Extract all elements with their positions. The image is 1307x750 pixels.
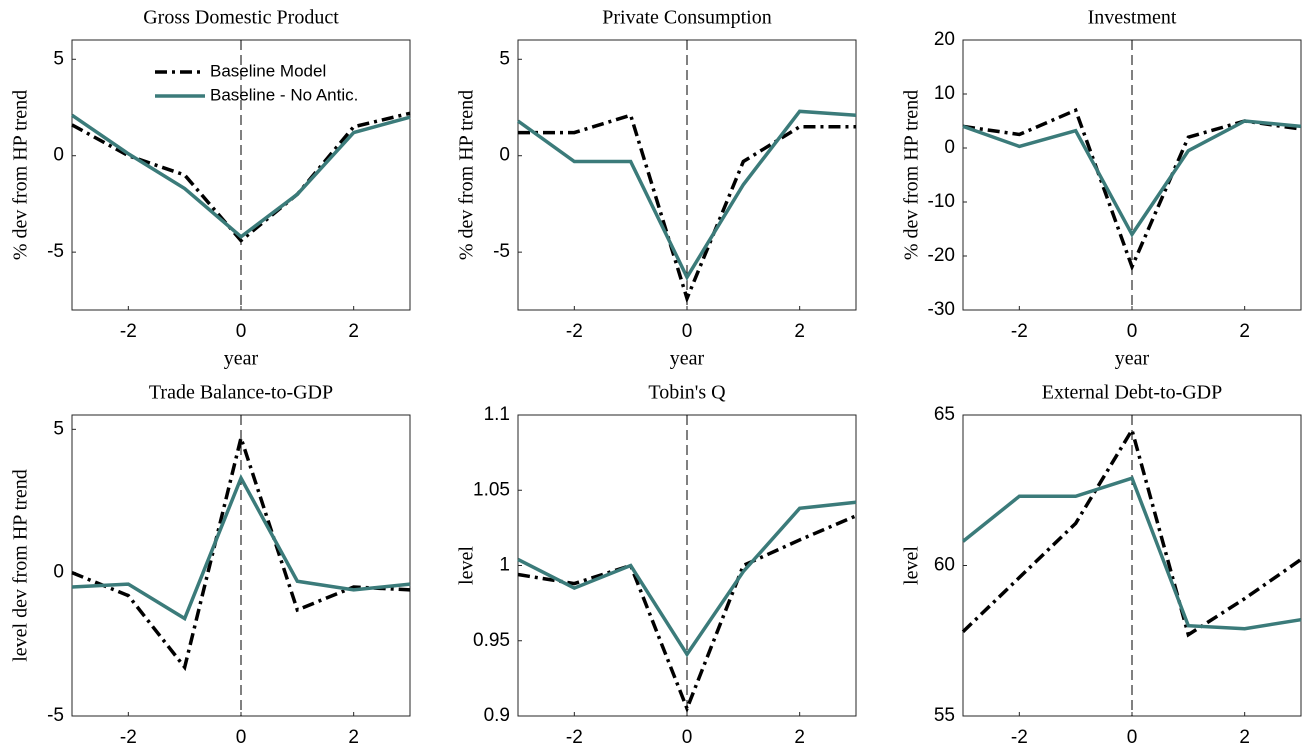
panel-title: Trade Balance-to-GDP	[149, 382, 333, 404]
y-axis-label: % dev from HP trend	[456, 90, 478, 260]
y-tick-label: -20	[928, 245, 955, 266]
y-tick-label: 20	[934, 29, 955, 50]
y-tick-label: -30	[928, 299, 955, 320]
x-tick-label: -2	[1011, 727, 1028, 748]
x-tick-label: 0	[236, 727, 247, 748]
x-tick-label: -2	[120, 321, 137, 342]
panel-title: Private Consumption	[602, 7, 771, 29]
x-tick-label: 2	[794, 727, 805, 748]
y-tick-label: 55	[934, 705, 955, 726]
y-tick-label: 1	[499, 555, 510, 576]
x-tick-label: 0	[1127, 321, 1138, 342]
line-series	[71, 473, 411, 622]
x-tick-label: 0	[1127, 727, 1138, 748]
panel-title: Tobin's Q	[648, 382, 726, 404]
x-tick-label: 2	[1239, 321, 1250, 342]
y-tick-label: 5	[53, 418, 64, 439]
line-series	[518, 113, 856, 304]
x-tick-label: -2	[1011, 321, 1028, 342]
x-tick-label: 2	[348, 727, 359, 748]
line-series	[71, 113, 411, 239]
x-axis-label: year	[224, 348, 259, 370]
panel-title: Investment	[1088, 7, 1177, 29]
x-axis-label: year	[670, 348, 705, 370]
y-tick-label: -5	[47, 241, 64, 262]
x-tick-label: -2	[566, 321, 583, 342]
line-series	[517, 514, 857, 714]
y-axis-label: level	[456, 546, 478, 585]
y-tick-label: 1.1	[484, 404, 510, 425]
legend-label: Baseline - No Antic.	[210, 85, 358, 104]
y-axis-label: % dev from HP trend	[10, 90, 32, 260]
y-tick-label: 10	[934, 83, 955, 104]
y-tick-label: -5	[47, 705, 64, 726]
y-tick-label: 0.9	[484, 705, 510, 726]
y-tick-label: 65	[934, 404, 955, 425]
line-series	[961, 425, 1302, 638]
x-tick-label: 2	[794, 321, 805, 342]
line-series	[516, 109, 857, 281]
line-series	[962, 119, 1302, 238]
x-tick-label: 0	[682, 727, 693, 748]
y-tick-label: 0	[944, 137, 955, 158]
y-tick-label: 60	[934, 555, 955, 576]
y-tick-label: 5	[499, 48, 510, 69]
y-axis-label: level	[901, 546, 923, 585]
x-tick-label: 2	[1239, 727, 1250, 748]
y-tick-label: 1.05	[473, 479, 510, 500]
x-tick-label: -2	[120, 727, 137, 748]
x-axis-label: year	[1115, 348, 1150, 370]
y-tick-label: 0	[53, 562, 64, 583]
legend-label: Baseline Model	[210, 61, 326, 80]
y-axis-label: level dev from HP trend	[10, 469, 32, 662]
line-series	[71, 431, 411, 672]
x-tick-label: 2	[348, 321, 359, 342]
y-tick-label: 0	[53, 145, 64, 166]
y-tick-label: 0.95	[473, 630, 510, 651]
y-tick-label: -10	[928, 191, 955, 212]
panel-title: Gross Domestic Product	[143, 7, 339, 29]
x-tick-label: 0	[236, 321, 247, 342]
x-tick-label: 0	[682, 321, 693, 342]
line-series	[517, 500, 857, 658]
y-axis-label: % dev from HP trend	[901, 90, 923, 260]
x-tick-label: -2	[566, 727, 583, 748]
line-series	[961, 476, 1302, 631]
panel-title: External Debt-to-GDP	[1042, 382, 1223, 404]
y-tick-label: -5	[493, 241, 510, 262]
line-series	[71, 111, 411, 244]
y-tick-label: 0	[499, 145, 510, 166]
y-tick-label: 5	[53, 48, 64, 69]
